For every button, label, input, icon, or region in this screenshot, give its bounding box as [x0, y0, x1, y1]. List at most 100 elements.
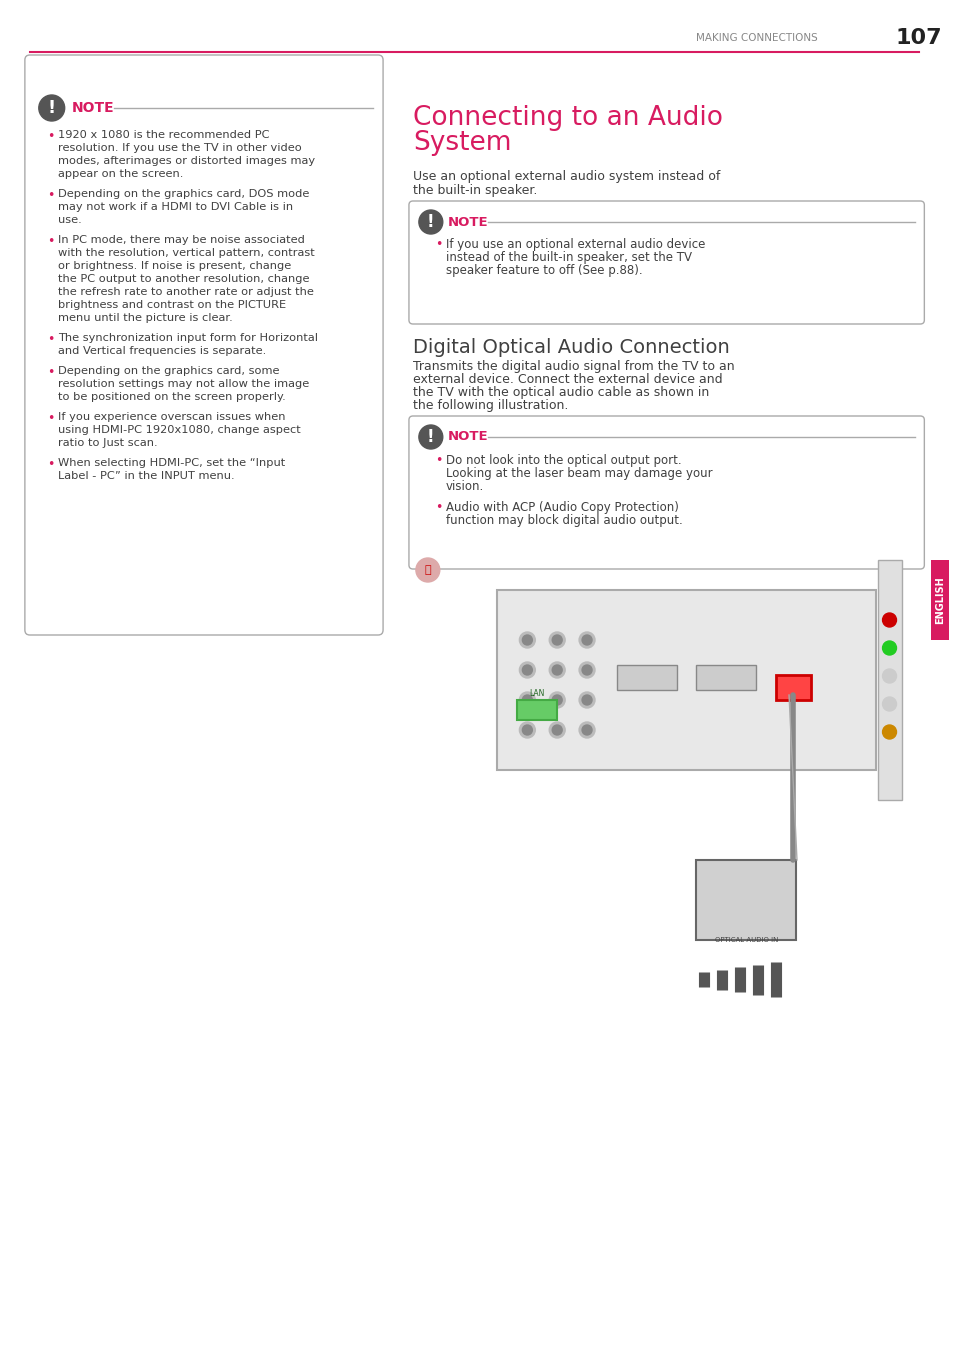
Text: the PC output to another resolution, change: the PC output to another resolution, cha…	[57, 274, 309, 284]
Text: or brightness. If noise is present, change: or brightness. If noise is present, chan…	[57, 262, 291, 271]
Text: 1920 x 1080 is the recommended PC: 1920 x 1080 is the recommended PC	[57, 129, 269, 140]
Text: brightness and contrast on the PICTURE: brightness and contrast on the PICTURE	[57, 301, 286, 310]
Text: the TV with the optical audio cable as shown in: the TV with the optical audio cable as s…	[413, 386, 708, 399]
Text: the refresh rate to another rate or adjust the: the refresh rate to another rate or adju…	[57, 287, 314, 297]
FancyBboxPatch shape	[25, 55, 383, 635]
Text: modes, afterimages or distorted images may: modes, afterimages or distorted images m…	[57, 156, 314, 166]
Circle shape	[552, 635, 561, 644]
Circle shape	[578, 662, 595, 678]
Circle shape	[578, 723, 595, 737]
Bar	[696, 860, 795, 940]
Circle shape	[518, 662, 535, 678]
Circle shape	[522, 725, 532, 735]
Text: If you use an optional external audio device: If you use an optional external audio de…	[445, 239, 704, 251]
Text: •: •	[47, 412, 54, 425]
Text: external device. Connect the external device and: external device. Connect the external de…	[413, 373, 721, 386]
Bar	[776, 675, 810, 700]
Text: and Vertical frequencies is separate.: and Vertical frequencies is separate.	[57, 346, 266, 356]
Text: 107: 107	[895, 28, 942, 49]
Text: The synchronization input form for Horizontal: The synchronization input form for Horiz…	[57, 333, 317, 342]
Text: Use an optional external audio system instead of: Use an optional external audio system in…	[413, 170, 720, 183]
Text: ENGLISH: ENGLISH	[934, 576, 944, 624]
Text: Depending on the graphics card, DOS mode: Depending on the graphics card, DOS mode	[57, 189, 309, 200]
Text: OPTICAL AUDIO IN: OPTICAL AUDIO IN	[714, 937, 777, 944]
Circle shape	[416, 558, 439, 582]
Text: •: •	[47, 129, 54, 143]
Circle shape	[581, 725, 592, 735]
Circle shape	[882, 642, 896, 655]
Text: •: •	[435, 501, 442, 514]
Bar	[617, 665, 676, 690]
Circle shape	[549, 692, 564, 708]
Text: using HDMI-PC 1920x1080, change aspect: using HDMI-PC 1920x1080, change aspect	[57, 425, 300, 435]
Circle shape	[549, 632, 564, 648]
Text: instead of the built-in speaker, set the TV: instead of the built-in speaker, set the…	[445, 251, 691, 264]
Circle shape	[882, 669, 896, 683]
Text: !: !	[427, 213, 435, 231]
Text: Looking at the laser beam may damage your: Looking at the laser beam may damage you…	[445, 466, 712, 480]
FancyBboxPatch shape	[409, 417, 923, 569]
Text: •: •	[47, 189, 54, 202]
Circle shape	[578, 692, 595, 708]
Text: ratio to Just scan.: ratio to Just scan.	[57, 438, 157, 448]
Text: menu until the picture is clear.: menu until the picture is clear.	[57, 313, 233, 324]
Circle shape	[522, 635, 532, 644]
Circle shape	[552, 725, 561, 735]
Text: Connecting to an Audio: Connecting to an Audio	[413, 105, 722, 131]
Text: speaker feature to off (See p.88).: speaker feature to off (See p.88).	[445, 264, 641, 276]
Circle shape	[882, 697, 896, 710]
Text: NOTE: NOTE	[71, 101, 114, 115]
Text: the following illustration.: the following illustration.	[413, 399, 568, 412]
Bar	[517, 700, 557, 720]
Text: Label - PC” in the INPUT menu.: Label - PC” in the INPUT menu.	[57, 470, 234, 481]
Text: !: !	[48, 98, 55, 117]
Text: appear on the screen.: appear on the screen.	[57, 168, 183, 179]
Text: Audio with ACP (Audio Copy Protection): Audio with ACP (Audio Copy Protection)	[445, 501, 678, 514]
Circle shape	[552, 696, 561, 705]
Circle shape	[418, 425, 442, 449]
Circle shape	[522, 665, 532, 675]
Text: When selecting HDMI-PC, set the “Input: When selecting HDMI-PC, set the “Input	[57, 458, 285, 468]
Circle shape	[581, 635, 592, 644]
Circle shape	[552, 665, 561, 675]
FancyBboxPatch shape	[877, 559, 902, 799]
Circle shape	[418, 210, 442, 235]
Text: resolution. If you use the TV in other video: resolution. If you use the TV in other v…	[57, 143, 301, 154]
Text: Do not look into the optical output port.: Do not look into the optical output port…	[445, 454, 680, 466]
Text: System: System	[413, 129, 511, 156]
Text: LAN: LAN	[529, 689, 544, 697]
Circle shape	[549, 662, 564, 678]
Text: with the resolution, vertical pattern, contrast: with the resolution, vertical pattern, c…	[57, 248, 314, 257]
Circle shape	[518, 723, 535, 737]
Text: If you experience overscan issues when: If you experience overscan issues when	[57, 412, 285, 422]
Text: •: •	[435, 454, 442, 466]
Text: Transmits the digital audio signal from the TV to an: Transmits the digital audio signal from …	[413, 360, 734, 373]
Bar	[696, 665, 756, 690]
Circle shape	[581, 696, 592, 705]
Circle shape	[549, 723, 564, 737]
Text: may not work if a HDMI to DVI Cable is in: may not work if a HDMI to DVI Cable is i…	[57, 202, 293, 212]
Text: to be positioned on the screen properly.: to be positioned on the screen properly.	[57, 392, 285, 402]
Bar	[930, 559, 948, 640]
Circle shape	[39, 94, 65, 121]
Text: ⏸: ⏸	[424, 565, 431, 576]
Circle shape	[518, 632, 535, 648]
Text: function may block digital audio output.: function may block digital audio output.	[445, 514, 681, 527]
Text: NOTE: NOTE	[447, 216, 488, 229]
Text: use.: use.	[57, 214, 81, 225]
Circle shape	[518, 692, 535, 708]
Circle shape	[581, 665, 592, 675]
Text: •: •	[47, 235, 54, 248]
Text: Depending on the graphics card, some: Depending on the graphics card, some	[57, 367, 279, 376]
Circle shape	[522, 696, 532, 705]
FancyBboxPatch shape	[497, 590, 875, 770]
Text: MAKING CONNECTIONS: MAKING CONNECTIONS	[696, 32, 818, 43]
Circle shape	[882, 725, 896, 739]
Text: resolution settings may not allow the image: resolution settings may not allow the im…	[57, 379, 309, 390]
Text: !: !	[427, 429, 435, 446]
Text: Digital Optical Audio Connection: Digital Optical Audio Connection	[413, 338, 729, 357]
Text: NOTE: NOTE	[447, 430, 488, 443]
Text: vision.: vision.	[445, 480, 483, 493]
Text: •: •	[47, 333, 54, 346]
Text: the built-in speaker.: the built-in speaker.	[413, 183, 537, 197]
